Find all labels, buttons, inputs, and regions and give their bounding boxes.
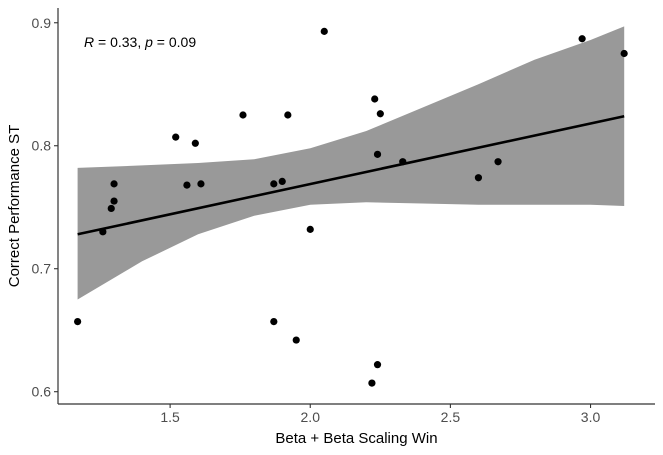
y-tick-label: 0.9 [32,15,52,31]
plot-area [74,26,628,387]
data-point [239,111,247,119]
p-symbol: p [144,34,153,50]
y-tick-label: 0.8 [32,138,52,154]
data-point [306,225,314,233]
y-axis-title: Correct Performance ST [6,125,23,288]
data-point [110,180,118,188]
data-point [172,133,180,141]
data-point [292,336,300,344]
data-point [399,158,407,166]
r-value: = 0.33, [94,34,145,50]
x-axis-title: Beta + Beta Scaling Win [275,430,437,447]
x-tick-label: 1.5 [160,409,180,425]
data-point [270,318,278,326]
data-point [107,204,115,213]
x-tick-label: 3.0 [581,409,601,425]
data-point [373,361,382,369]
data-point [474,174,483,182]
data-point [74,318,82,326]
x-tick-label: 2.0 [301,409,321,425]
data-point [270,180,278,188]
data-point [494,158,502,166]
data-point [197,180,205,188]
y-axis-ticks: 0.6 0.7 0.8 0.9 [32,15,58,400]
confidence-band [77,26,625,300]
p-value: = 0.09 [153,34,196,50]
data-point [278,177,286,186]
x-tick-label: 2.5 [441,409,461,425]
data-point [99,228,107,236]
data-point [620,49,628,58]
y-tick-label: 0.7 [32,261,52,277]
data-point [371,95,379,103]
data-point [373,150,382,158]
data-point [368,379,376,387]
data-points [74,27,628,387]
data-point [578,35,586,43]
r-symbol: R [84,34,94,50]
data-point [284,111,292,119]
data-point [191,139,199,147]
regression-line [77,114,625,236]
y-tick-label: 0.6 [32,384,52,400]
data-point [376,110,384,118]
correlation-annotation: R = 0.33, p = 0.09 [84,34,196,50]
data-point [110,197,118,205]
data-point [183,181,191,189]
data-point [320,27,328,35]
x-axis-ticks: 1.5 2.0 2.5 3.0 [160,404,600,425]
